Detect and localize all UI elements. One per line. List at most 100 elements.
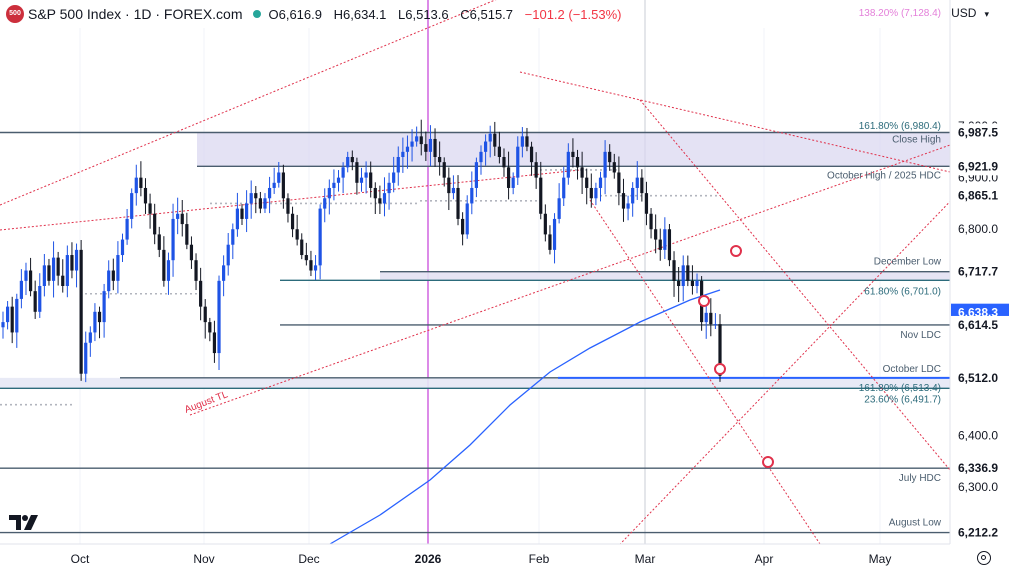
candle-body <box>295 229 299 240</box>
december-low-label: December Low <box>874 257 942 268</box>
candle-body <box>1 322 5 328</box>
trend-channel-line <box>189 144 951 416</box>
candle-body <box>571 151 575 157</box>
candle-body <box>566 151 570 178</box>
candle-body <box>640 177 644 194</box>
candle-body <box>235 208 240 230</box>
candle-body <box>465 203 469 235</box>
candle-body <box>79 249 83 374</box>
price-tick-label: 6,300.0 <box>958 480 998 494</box>
price-label-bg <box>951 523 1009 542</box>
candle-body <box>19 280 23 299</box>
candle-body <box>189 244 194 261</box>
price-tick-label: 6,800.0 <box>958 222 998 236</box>
fib-level-label: 23.60% (6,491.7) <box>864 394 941 405</box>
candle-body <box>263 198 267 209</box>
candle-body <box>194 260 198 281</box>
moving-average-line <box>329 289 721 545</box>
candle-body <box>552 218 557 250</box>
time-tick-label: Nov <box>193 552 214 566</box>
october-high-label: October High / 2025 HDC <box>827 170 941 181</box>
candle-body <box>231 229 235 245</box>
candle-body <box>575 157 580 168</box>
candle-body <box>419 136 423 145</box>
candle-body <box>392 172 396 183</box>
candle-body <box>369 172 373 188</box>
symbol-title[interactable]: S&P 500 Index · 1D · FOREX.com <box>28 6 243 22</box>
candle-body <box>451 187 456 194</box>
candle-body <box>594 187 598 199</box>
august-tl-label: August TL <box>183 389 230 416</box>
candle-body <box>663 229 667 250</box>
price-label: 6,921.9 <box>958 159 998 173</box>
chart-candles <box>1 119 722 383</box>
candle-body <box>166 260 171 281</box>
price-label-bg <box>951 186 1009 205</box>
candle-body <box>24 270 28 281</box>
candle-body <box>15 298 19 333</box>
candle-body <box>502 157 506 168</box>
candle-body <box>589 187 593 199</box>
close-high-label: Close High <box>892 134 941 145</box>
candle-body <box>290 213 295 230</box>
candle-body <box>180 213 184 225</box>
candle-body <box>281 172 285 199</box>
candle-body <box>111 270 115 281</box>
candle-body <box>511 177 515 188</box>
chart-markers <box>698 245 774 468</box>
candle-body <box>107 270 111 292</box>
candle-body <box>612 162 616 173</box>
price-axis-bg <box>950 28 1009 544</box>
ohlc-readout: O6,616.9 H6,634.1 L6,513.6 C6,515.7 −101… <box>269 7 630 22</box>
chart-header: 500 S&P 500 Index · 1D · FOREX.com O6,61… <box>0 0 630 28</box>
close-high-zone <box>197 132 950 167</box>
candle-body <box>304 255 308 261</box>
candle-body <box>488 133 492 142</box>
candle-body <box>621 193 626 209</box>
trend-channel-line <box>639 99 951 471</box>
candle-body <box>713 324 718 326</box>
fib-level-label: 61.80% (6,701.0) <box>864 286 941 297</box>
chart-settings-icon[interactable] <box>977 551 991 565</box>
candle-body <box>396 157 400 173</box>
time-tick-label: Mar <box>635 552 656 566</box>
candle-body <box>254 193 258 199</box>
candle-body <box>516 146 520 178</box>
candle-body <box>120 239 125 256</box>
ohlc-close: C6,515.7 <box>460 6 514 22</box>
candle-body <box>185 224 189 245</box>
candle-body <box>277 172 281 183</box>
price-label: 6,865.1 <box>958 189 998 203</box>
channel-touch-marker <box>714 363 726 375</box>
candle-body <box>203 306 207 323</box>
candle-body <box>658 239 662 250</box>
candle-body <box>493 133 497 147</box>
trend-channel-line <box>589 199 821 545</box>
candle-body <box>5 306 10 323</box>
nov-ldc-label: Nov LDC <box>900 330 941 341</box>
price-label: 6,614.5 <box>958 318 998 332</box>
fib-level-label: 161.80% (6,513.4) <box>859 383 941 394</box>
candle-body <box>65 255 69 286</box>
candle-body <box>644 193 649 214</box>
candle-body <box>300 239 304 256</box>
candle-body <box>608 151 612 163</box>
chart-moving-average <box>329 289 721 545</box>
symbol-logo-icon: 500 <box>6 5 24 23</box>
candle-body <box>695 280 699 286</box>
candle-body <box>222 265 226 281</box>
candle-body <box>520 136 524 147</box>
candle-body <box>134 177 138 194</box>
candle-body <box>33 291 37 312</box>
candle-body <box>598 177 603 188</box>
candle-body <box>580 167 584 178</box>
candle-body <box>346 157 350 168</box>
fib-level-label: 161.80% (6,980.4) <box>859 121 941 132</box>
currency-selector[interactable]: USD ▾ <box>951 6 989 20</box>
ohlc-high: H6,634.1 <box>333 6 387 22</box>
candle-body <box>323 198 327 209</box>
candle-body <box>539 177 543 214</box>
candle-body <box>461 218 465 235</box>
price-tick-label: 6,400.0 <box>958 429 998 443</box>
